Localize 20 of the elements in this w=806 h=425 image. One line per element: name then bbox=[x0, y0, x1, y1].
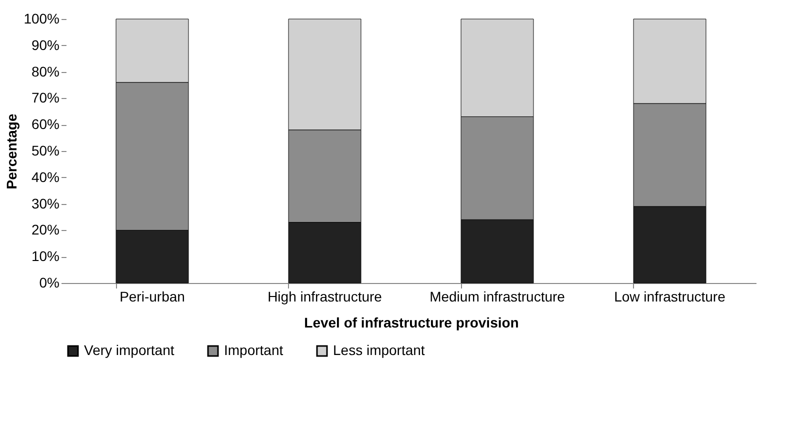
x-axis-title: Level of infrastructure provision bbox=[304, 314, 519, 330]
y-tick-label: 40% bbox=[31, 168, 60, 185]
legend-label: Important bbox=[224, 342, 284, 358]
y-tick-label: 60% bbox=[31, 116, 60, 132]
x-tick-label: High infrastructure bbox=[268, 288, 382, 304]
legend-label: Less important bbox=[333, 342, 425, 358]
x-tick-label: Medium infrastructure bbox=[430, 288, 566, 304]
y-tick-label: 70% bbox=[31, 90, 60, 106]
y-tick-label: 90% bbox=[31, 36, 60, 53]
x-tick-label: Peri-urban bbox=[120, 288, 185, 304]
y-tick-label: 50% bbox=[31, 142, 60, 158]
y-tick-label: 100% bbox=[24, 10, 60, 26]
y-axis-title: Percentage bbox=[4, 114, 20, 190]
y-tick-label: 80% bbox=[31, 63, 60, 80]
x-tick-label: Low infrastructure bbox=[614, 288, 726, 304]
legend-label: Very important bbox=[84, 342, 174, 358]
y-tick-label: 20% bbox=[31, 222, 60, 238]
y-tick-label: 10% bbox=[31, 248, 60, 264]
y-tick-label: 0% bbox=[39, 274, 60, 290]
y-tick-label: 30% bbox=[31, 195, 60, 212]
